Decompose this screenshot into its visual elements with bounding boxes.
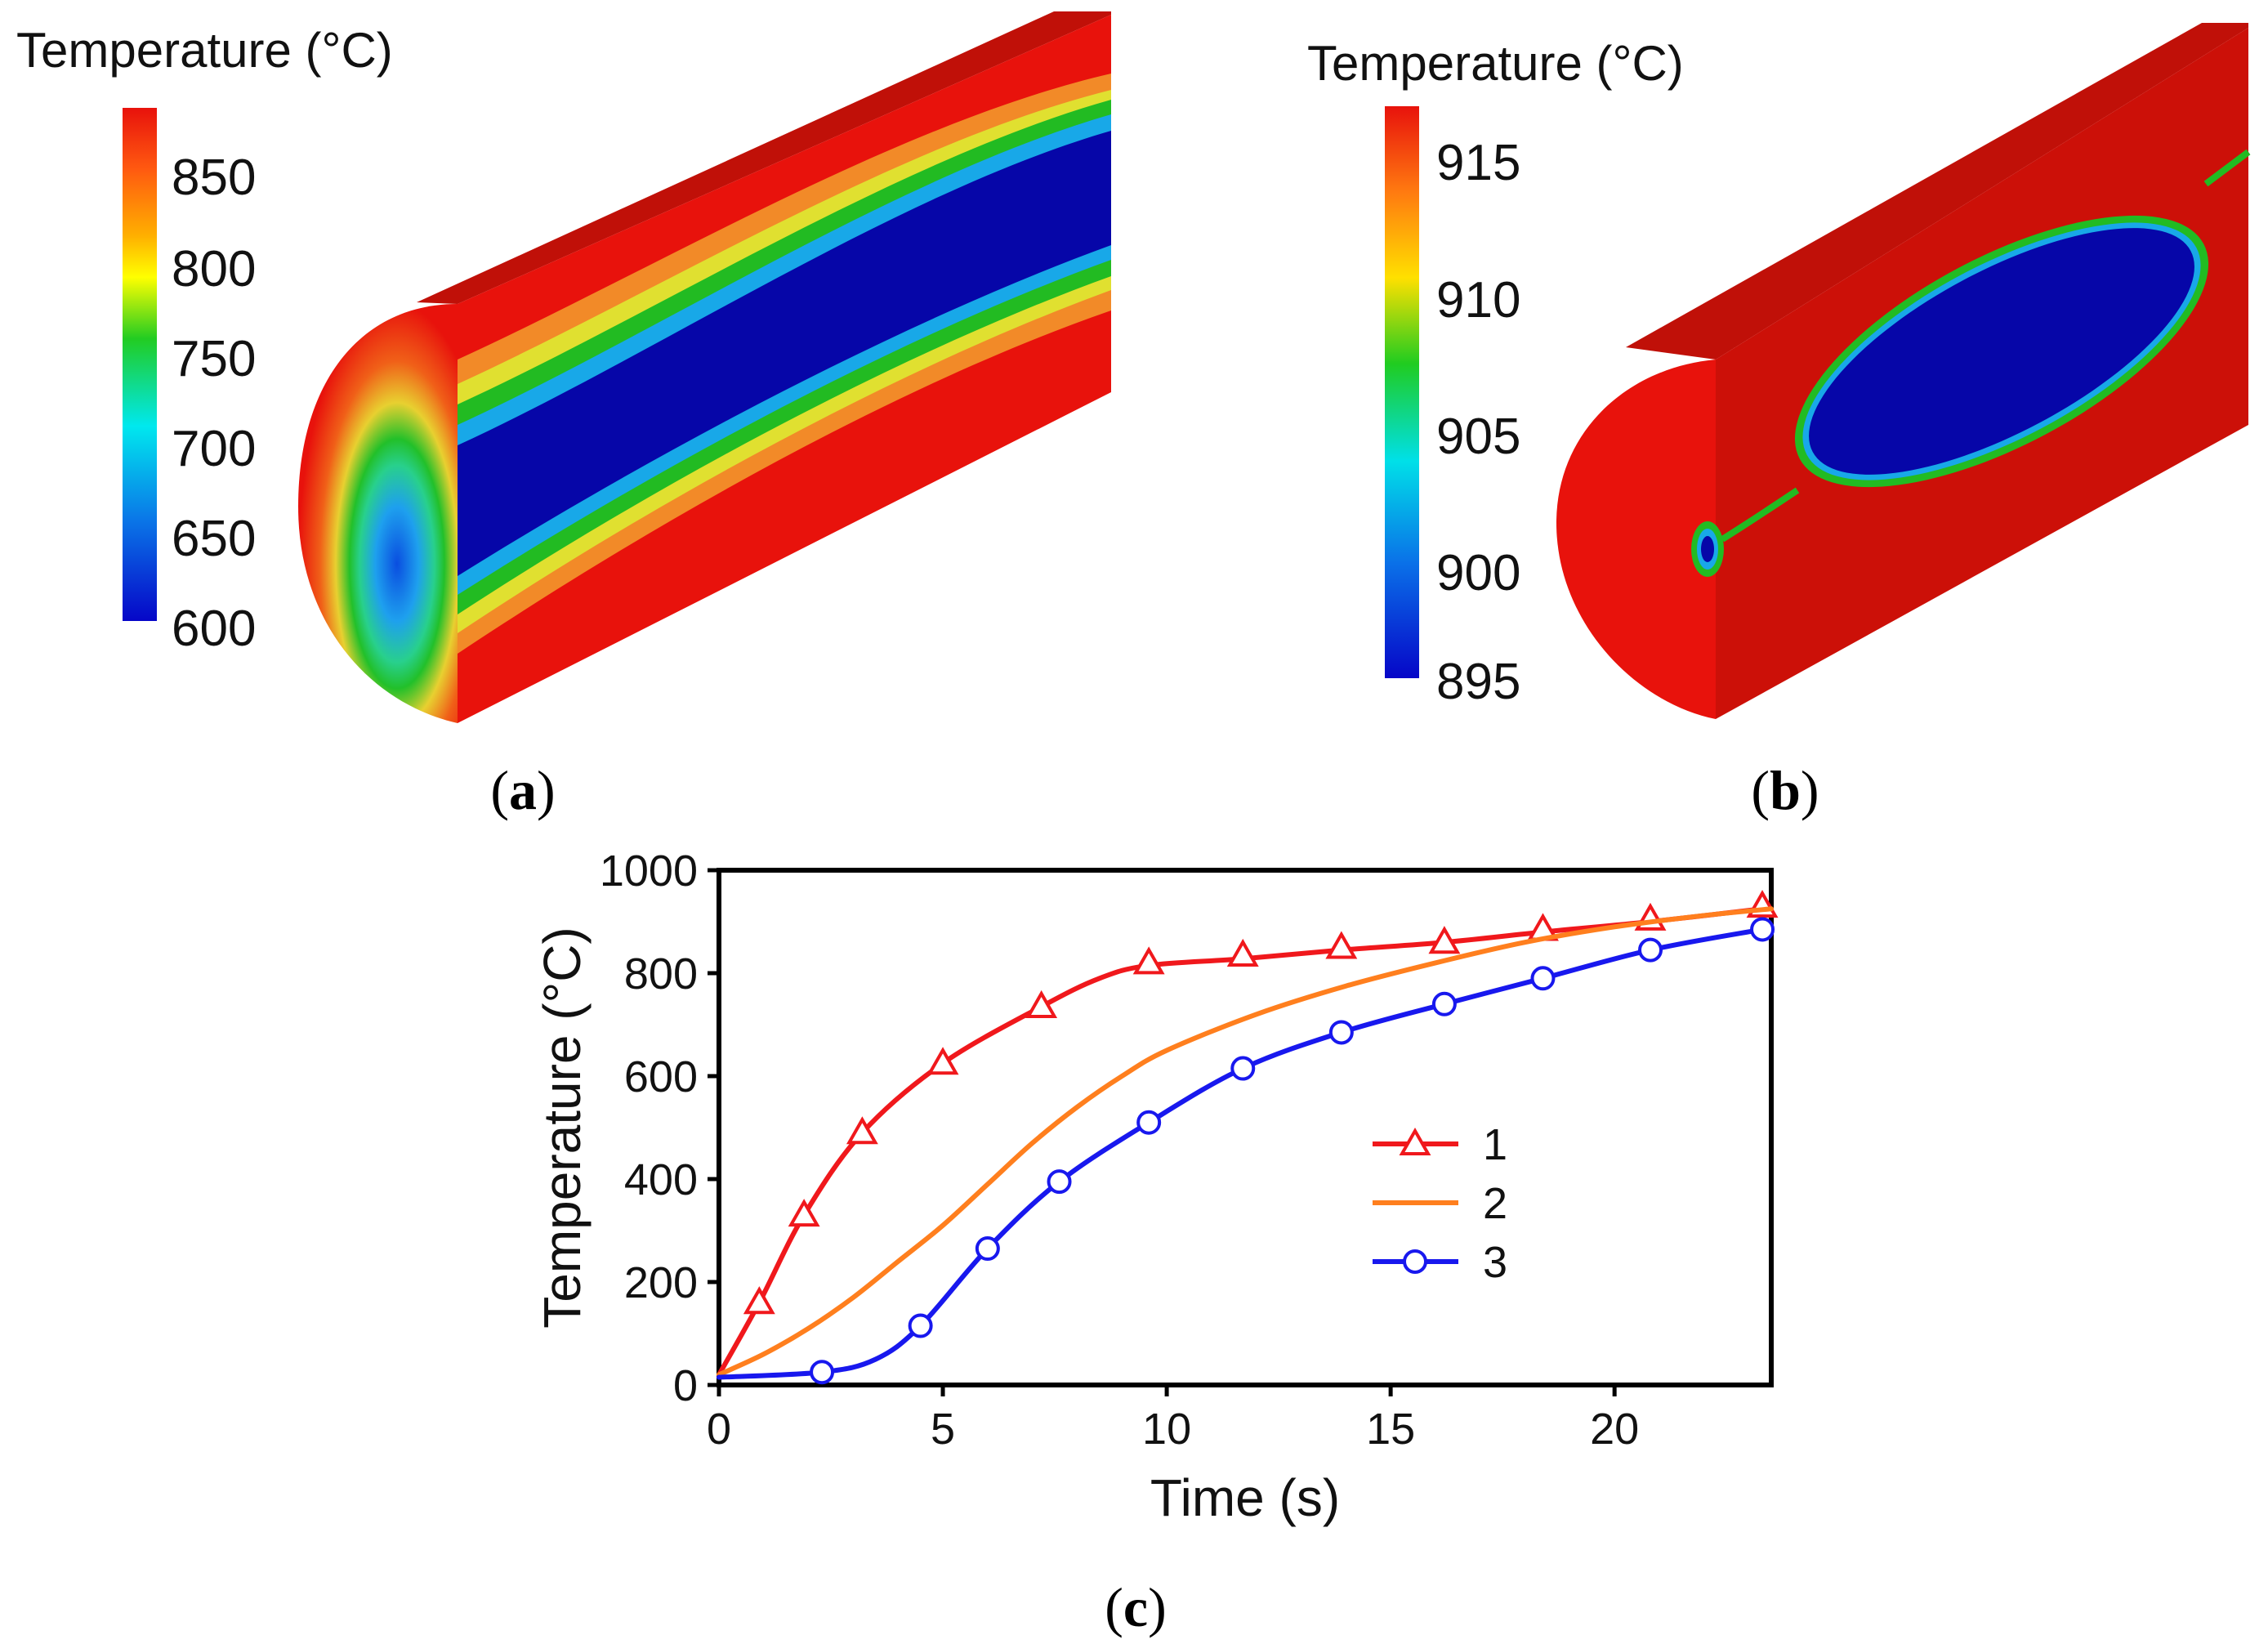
cylinder-model-b [1556, 23, 2251, 719]
colorbar-b-tick: 905 [1436, 409, 1520, 465]
series-1-marker [846, 1116, 878, 1145]
y-tick-label: 1000 [600, 847, 698, 896]
colorbar-a-tick: 650 [172, 511, 256, 567]
colorbar-a-tick: 750 [172, 331, 256, 387]
series-3-marker [1136, 1110, 1162, 1135]
series-3-marker [975, 1236, 1000, 1262]
x-tick-label: 10 [1142, 1405, 1191, 1454]
series-3-marker [1431, 991, 1457, 1016]
legend-series-3-marker [1403, 1249, 1427, 1274]
colorbar-b [1385, 106, 1419, 678]
colorbar-b-tick: 915 [1436, 135, 1520, 191]
panel-a-caption: (a) [490, 759, 555, 821]
series-3-marker [1530, 966, 1556, 991]
colorbar-a-title: Temperature (°C) [16, 23, 393, 78]
y-tick-label: 800 [624, 949, 698, 998]
series-1-marker [1132, 946, 1165, 975]
colorbar-a-tick: 600 [172, 601, 256, 657]
x-tick-label: 0 [707, 1405, 731, 1454]
colorbar-b-tick: 900 [1436, 545, 1520, 601]
series-1-marker [1428, 926, 1461, 954]
series-1-marker [1226, 938, 1259, 967]
legend-series-1-label: 1 [1483, 1120, 1507, 1169]
y-tick-label: 400 [624, 1155, 698, 1204]
series-1-marker [926, 1047, 959, 1075]
legend: 1 2 3 [1373, 1120, 1507, 1287]
legend-series-2-label: 2 [1483, 1179, 1507, 1228]
plot-frame [717, 868, 1774, 1387]
series-3-line [717, 927, 1766, 1380]
panel-b: Temperature (°C) 915 910 905 900 895 (b) [1307, 23, 2251, 821]
y-tick-label: 0 [673, 1361, 698, 1410]
x-tick-label: 20 [1590, 1405, 1639, 1454]
series-3-marker [810, 1360, 835, 1385]
y-tick-label: 200 [624, 1258, 698, 1307]
panel-c-caption: (c) [1105, 1576, 1167, 1638]
y-tick-label: 600 [624, 1052, 698, 1101]
colorbar-a [123, 108, 157, 621]
series-1-marker [743, 1286, 775, 1315]
colorbar-a-tick: 700 [172, 421, 256, 477]
series-1-marker [1325, 931, 1358, 959]
x-tick-label: 15 [1366, 1405, 1415, 1454]
panel-a: Temperature (°C) 850 800 750 700 650 600… [16, 11, 1111, 821]
series-3-marker [1047, 1169, 1072, 1195]
colorbar-b-tick: 910 [1436, 272, 1520, 328]
panel-a-letter: a [509, 759, 537, 821]
series-2-line [717, 906, 1774, 1378]
series-3-marker [1230, 1056, 1256, 1081]
panel-b-caption: (b) [1751, 759, 1819, 821]
legend-series-1-marker [1399, 1127, 1431, 1155]
series-layer [717, 890, 1779, 1385]
panel-b-letter: b [1770, 759, 1801, 821]
series-3-marker [1328, 1020, 1354, 1045]
cylinder-model-a [298, 11, 1111, 723]
colorbar-a-tick: 800 [172, 241, 256, 297]
series-3-marker [1638, 937, 1663, 963]
x-tick-label: 5 [931, 1405, 955, 1454]
series-1-marker [788, 1199, 820, 1227]
series-1-marker [1025, 990, 1058, 1018]
panel-c-letter: c [1123, 1576, 1148, 1638]
legend-series-3-label: 3 [1483, 1238, 1507, 1287]
colorbar-a-tick: 850 [172, 150, 256, 206]
x-axis-label: Time (s) [1150, 1468, 1340, 1527]
series-3-marker [908, 1313, 933, 1338]
series-3-marker [1750, 917, 1775, 942]
colorbar-b-tick: 895 [1436, 654, 1520, 710]
colorbar-b-title: Temperature (°C) [1307, 36, 1684, 91]
y-axis-label: Temperature (°C) [533, 927, 592, 1329]
